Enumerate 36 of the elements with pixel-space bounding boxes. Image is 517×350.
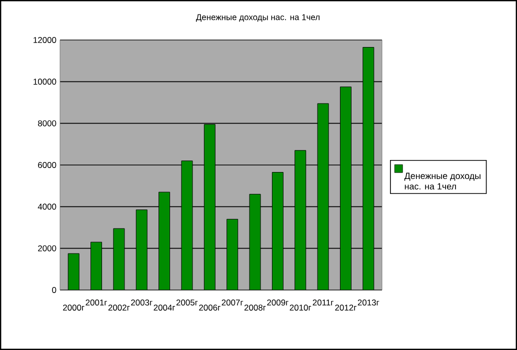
- y-tick-label: 8000: [38, 120, 56, 126]
- bar: [158, 192, 170, 290]
- legend-label: Денежные доходы нас. на 1чел: [404, 172, 480, 190]
- bar: [226, 218, 238, 290]
- x-tick-label: 2011г: [312, 300, 334, 306]
- y-tick-label: 2000: [38, 245, 56, 252]
- x-tick-label: 2010г: [290, 304, 312, 311]
- bar: [272, 172, 284, 290]
- chart-title: Денежные доходы нас. на 1чел: [196, 14, 320, 22]
- bar: [317, 103, 329, 290]
- bar: [362, 47, 374, 290]
- bar: [249, 194, 261, 290]
- y-tick-label: 4000: [38, 204, 56, 210]
- x-tick-label: 2003г: [131, 300, 152, 306]
- x-tick-label: 2005г: [176, 300, 198, 306]
- bar: [90, 242, 102, 290]
- x-tick-label: 2008г: [244, 304, 266, 311]
- x-tick-label: 2013г: [358, 300, 380, 306]
- x-tick-label: 2000г: [63, 304, 84, 311]
- y-tick-label: 0: [52, 287, 56, 293]
- bar: [136, 210, 148, 290]
- y-tick-label: 12000: [34, 37, 56, 43]
- bar: [204, 124, 216, 290]
- bar: [181, 160, 193, 290]
- y-tick-label: 6000: [38, 162, 56, 168]
- bar: [68, 253, 80, 290]
- x-tick-label: 2009г: [267, 300, 288, 306]
- x-tick-label: 2006г: [199, 304, 220, 311]
- x-tick-label: 2007г: [222, 300, 244, 306]
- bar: [340, 86, 352, 290]
- bar: [294, 150, 306, 290]
- x-tick-label: 2002г: [108, 304, 130, 311]
- x-tick-label: 2004г: [154, 304, 176, 311]
- x-tick-label: 2012г: [335, 304, 356, 311]
- x-tick-label: 2001г: [86, 300, 107, 306]
- y-tick-label: 10000: [34, 78, 56, 85]
